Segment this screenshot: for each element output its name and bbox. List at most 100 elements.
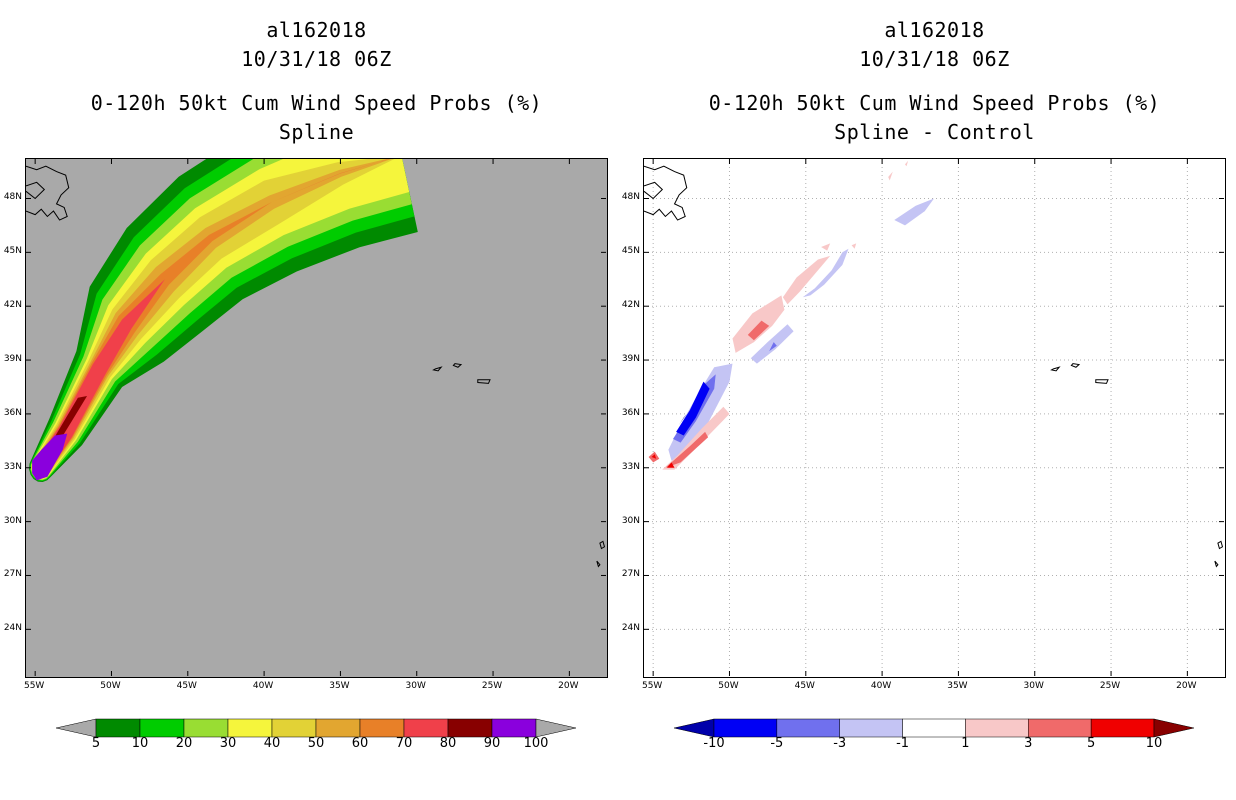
left-product-title: 0-120h 50kt Cum Wind Speed Probs (%) [90, 91, 543, 115]
colorbar-swatch [447, 718, 493, 738]
right-subtitle: Spline - Control [834, 120, 1035, 144]
right-product-title: 0-120h 50kt Cum Wind Speed Probs (%) [708, 91, 1161, 115]
island-coast [452, 363, 463, 368]
y-tick-label: 24N [3, 623, 22, 634]
right-storm-id: al162018 [884, 18, 985, 42]
y-tick-label: 27N [621, 569, 640, 580]
diff-pos-isolated-core [651, 454, 657, 459]
y-tick-label: 39N [3, 354, 22, 365]
right-map [644, 159, 1224, 676]
y-tick-label: 30N [621, 515, 640, 526]
x-tick-label: 25W [481, 681, 503, 691]
newfoundland-bay [26, 181, 46, 200]
y-tick-label: 33N [621, 461, 640, 472]
y-tick-label: 42N [621, 300, 640, 311]
colorbar-arrow-low [55, 718, 97, 738]
colorbar-swatch [227, 718, 273, 738]
x-tick-label: 25W [1099, 681, 1121, 691]
left-subtitle: Spline [278, 120, 355, 144]
island-coast [477, 379, 491, 384]
left-map-frame [25, 158, 608, 678]
probability-band [29, 159, 415, 482]
colorbar-swatch [839, 718, 903, 738]
diff-pos-upper-dot [851, 243, 857, 249]
y-tick-label: 45N [621, 246, 640, 257]
x-tick-label: 50W [718, 681, 739, 691]
right-title: al162018 10/31/18 06Z 0-120h 50kt Cum Wi… [643, 16, 1226, 147]
diff-pos-1to3 [662, 406, 730, 470]
right-colorbar [673, 718, 1195, 738]
grid-lines [644, 159, 1224, 676]
x-tick-label: 50W [100, 681, 121, 691]
colorbar-swatch [1090, 718, 1155, 738]
y-tick-label: 48N [621, 192, 640, 203]
y-tick-label: 42N [3, 300, 22, 311]
newfoundland-coast [26, 165, 70, 221]
probability-band [32, 159, 395, 479]
island-coast [1095, 379, 1109, 384]
colorbar-label: 10 [1145, 736, 1163, 751]
y-tick-label: 36N [3, 407, 22, 418]
colorbar-swatch [902, 718, 966, 738]
diff-pos-3to5 [665, 431, 709, 468]
colorbar-label: 1 [961, 736, 970, 751]
diff-pos-gt5 [666, 462, 675, 468]
diff-pos-mid-core [747, 320, 770, 341]
colorbar-label: 40 [263, 736, 281, 751]
newfoundland-coast [644, 165, 688, 221]
colorbar-label: 5 [1087, 736, 1096, 751]
right-init-time: 10/31/18 06Z [859, 47, 1010, 71]
colorbar-label: 100 [523, 736, 549, 751]
colorbar-label: 60 [351, 736, 369, 751]
colorbar-label: 10 [131, 736, 149, 751]
diff-neg-5to10 [676, 381, 710, 436]
left-colorbar [55, 718, 577, 738]
y-tick-label: 24N [621, 623, 640, 634]
colorbar-label: 50 [307, 736, 325, 751]
x-tick-label: 55W [641, 681, 663, 691]
y-tick-label: 33N [3, 461, 22, 472]
x-tick-label: 20W [1176, 681, 1197, 691]
y-tick-label: 45N [3, 246, 22, 257]
x-tick-label: 30W [405, 681, 426, 691]
diff-neg-upper [802, 248, 849, 298]
colorbar-swatch [713, 718, 778, 738]
y-tick-label: 36N [621, 407, 640, 418]
colorbar-arrow-high [1153, 718, 1195, 738]
diff-pos-north [905, 160, 909, 167]
newfoundland-bay [644, 181, 664, 200]
x-tick-label: 55W [23, 681, 45, 691]
island-coast [596, 560, 601, 568]
left-title: al162018 10/31/18 06Z 0-120h 50kt Cum Wi… [25, 16, 608, 147]
colorbar-swatch [359, 718, 405, 738]
x-tick-label: 20W [558, 681, 579, 691]
island-coast [599, 540, 606, 550]
colorbar-label: -5 [770, 736, 784, 751]
left-map [26, 159, 606, 676]
diff-pos-north [888, 171, 893, 181]
colorbar-swatch [271, 718, 317, 738]
colorbar-swatch [183, 718, 229, 738]
left-init-time: 10/31/18 06Z [241, 47, 392, 71]
diff-neg-mid-core [769, 342, 777, 352]
colorbar-swatch [315, 718, 361, 738]
x-tick-label: 35W [329, 681, 350, 691]
y-tick-label: 48N [3, 192, 22, 203]
colorbar-swatch [965, 718, 1029, 738]
coastlines [26, 165, 606, 568]
colorbar-label: 90 [483, 736, 501, 751]
y-tick-label: 39N [621, 354, 640, 365]
diff-neg-mid [750, 324, 794, 364]
colorbar-label: 3 [1024, 736, 1033, 751]
island-coast [1217, 540, 1224, 550]
colorbar-label: 80 [439, 736, 457, 751]
colorbar-label: 5 [91, 736, 101, 751]
colorbar-swatch [1028, 718, 1092, 738]
x-tick-label: 35W [947, 681, 968, 691]
x-tick-label: 45W [176, 681, 197, 691]
diff-pos-upper [782, 255, 831, 305]
island-coast [432, 366, 443, 372]
colorbar-label: -3 [833, 736, 847, 751]
colorbar-label: -10 [703, 736, 725, 751]
y-tick-label: 30N [3, 515, 22, 526]
